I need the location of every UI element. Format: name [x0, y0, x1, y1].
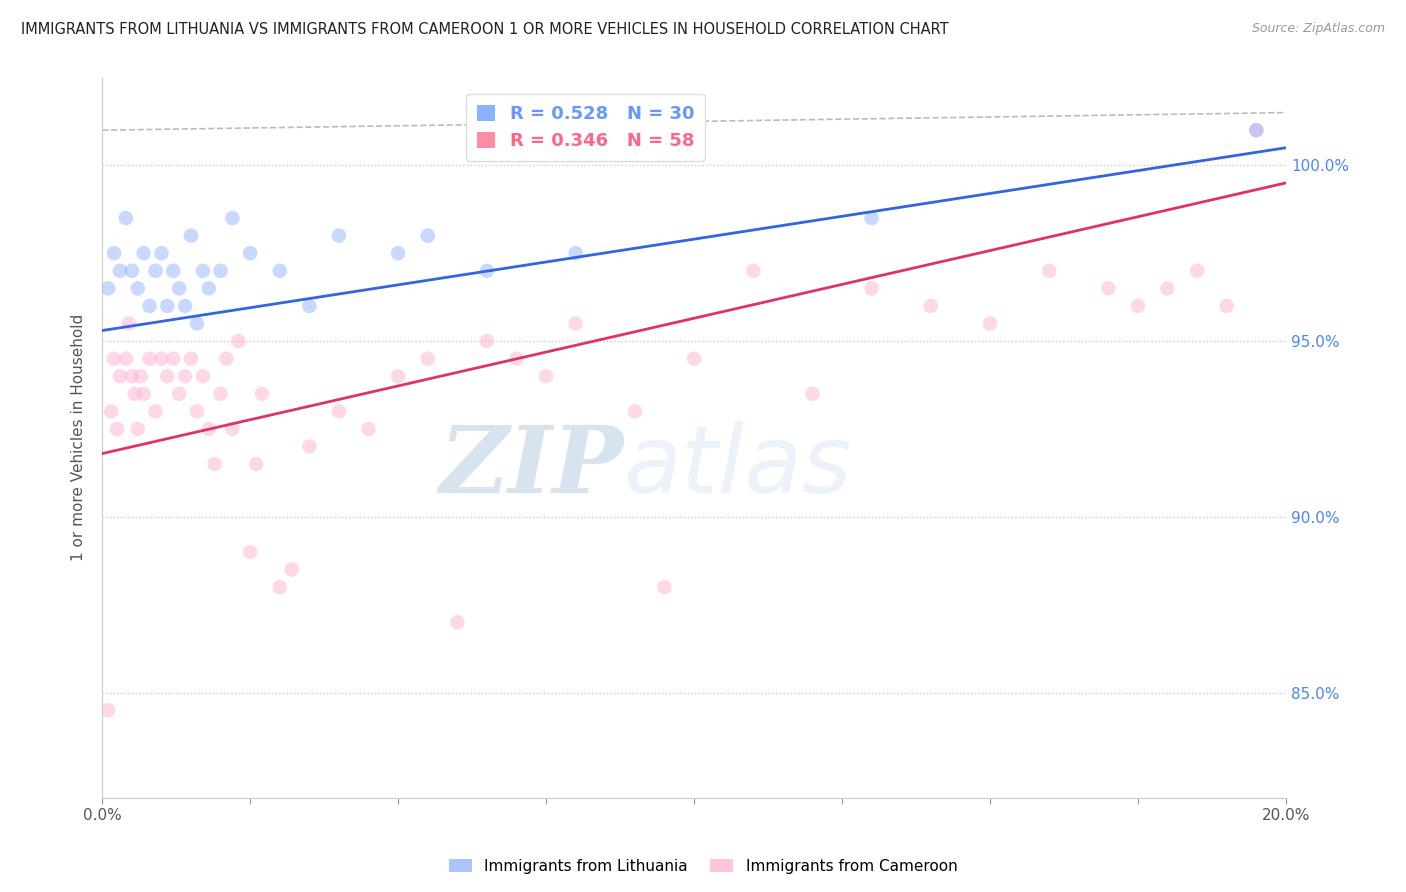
Point — [124, 386, 146, 401]
Point — [138, 351, 160, 366]
Legend: R = 0.528   N = 30, R = 0.346   N = 58: R = 0.528 N = 30, R = 0.346 N = 58 — [467, 94, 704, 161]
Point — [118, 317, 141, 331]
Point — [250, 386, 273, 401]
Point — [97, 703, 120, 717]
Point — [209, 264, 232, 278]
Point — [228, 334, 250, 348]
Point — [108, 369, 131, 384]
Legend: Immigrants from Lithuania, Immigrants from Cameroon: Immigrants from Lithuania, Immigrants fr… — [443, 853, 963, 880]
Point — [127, 422, 149, 436]
Point — [167, 386, 190, 401]
Point — [475, 334, 498, 348]
Y-axis label: 1 or more Vehicles in Household: 1 or more Vehicles in Household — [72, 314, 86, 561]
Point — [564, 246, 586, 260]
Point — [103, 246, 125, 260]
Point — [505, 351, 527, 366]
Text: atlas: atlas — [623, 421, 851, 512]
Point — [624, 404, 647, 418]
Point — [186, 317, 208, 331]
Point — [239, 246, 262, 260]
Point — [446, 615, 468, 630]
Point — [221, 422, 243, 436]
Point — [204, 457, 226, 471]
Point — [860, 281, 883, 295]
Point — [180, 351, 202, 366]
Point — [475, 264, 498, 278]
Point — [328, 404, 350, 418]
Point — [156, 299, 179, 313]
Point — [180, 228, 202, 243]
Point — [129, 369, 152, 384]
Point — [654, 580, 676, 594]
Point — [742, 264, 765, 278]
Point — [683, 351, 706, 366]
Point — [174, 369, 197, 384]
Point — [150, 246, 173, 260]
Text: ZIP: ZIP — [439, 422, 623, 512]
Point — [174, 299, 197, 313]
Point — [105, 422, 128, 436]
Point — [132, 386, 155, 401]
Point — [387, 369, 409, 384]
Point — [115, 351, 138, 366]
Point — [1126, 299, 1149, 313]
Point — [191, 264, 214, 278]
Point — [103, 351, 125, 366]
Point — [132, 246, 155, 260]
Point — [167, 281, 190, 295]
Point — [121, 369, 143, 384]
Point — [97, 281, 120, 295]
Point — [1246, 123, 1268, 137]
Point — [564, 317, 586, 331]
Point — [280, 563, 302, 577]
Point — [269, 264, 291, 278]
Point — [860, 211, 883, 225]
Point — [150, 351, 173, 366]
Point — [1216, 299, 1239, 313]
Point — [186, 404, 208, 418]
Point — [100, 404, 122, 418]
Point — [156, 369, 179, 384]
Text: Source: ZipAtlas.com: Source: ZipAtlas.com — [1251, 22, 1385, 36]
Point — [239, 545, 262, 559]
Point — [1185, 264, 1208, 278]
Point — [127, 281, 149, 295]
Point — [115, 211, 138, 225]
Point — [162, 264, 184, 278]
Point — [162, 351, 184, 366]
Point — [1097, 281, 1119, 295]
Point — [221, 211, 243, 225]
Point — [1156, 281, 1178, 295]
Point — [416, 228, 439, 243]
Point — [534, 369, 557, 384]
Point — [357, 422, 380, 436]
Point — [1038, 264, 1060, 278]
Point — [209, 386, 232, 401]
Point — [920, 299, 942, 313]
Point — [387, 246, 409, 260]
Point — [197, 422, 219, 436]
Point — [145, 404, 167, 418]
Point — [145, 264, 167, 278]
Point — [801, 386, 824, 401]
Point — [108, 264, 131, 278]
Point — [298, 440, 321, 454]
Point — [197, 281, 219, 295]
Point — [1246, 123, 1268, 137]
Point — [215, 351, 238, 366]
Point — [416, 351, 439, 366]
Point — [138, 299, 160, 313]
Point — [298, 299, 321, 313]
Point — [979, 317, 1001, 331]
Text: IMMIGRANTS FROM LITHUANIA VS IMMIGRANTS FROM CAMEROON 1 OR MORE VEHICLES IN HOUS: IMMIGRANTS FROM LITHUANIA VS IMMIGRANTS … — [21, 22, 949, 37]
Point — [121, 264, 143, 278]
Point — [328, 228, 350, 243]
Point — [191, 369, 214, 384]
Point — [269, 580, 291, 594]
Point — [245, 457, 267, 471]
